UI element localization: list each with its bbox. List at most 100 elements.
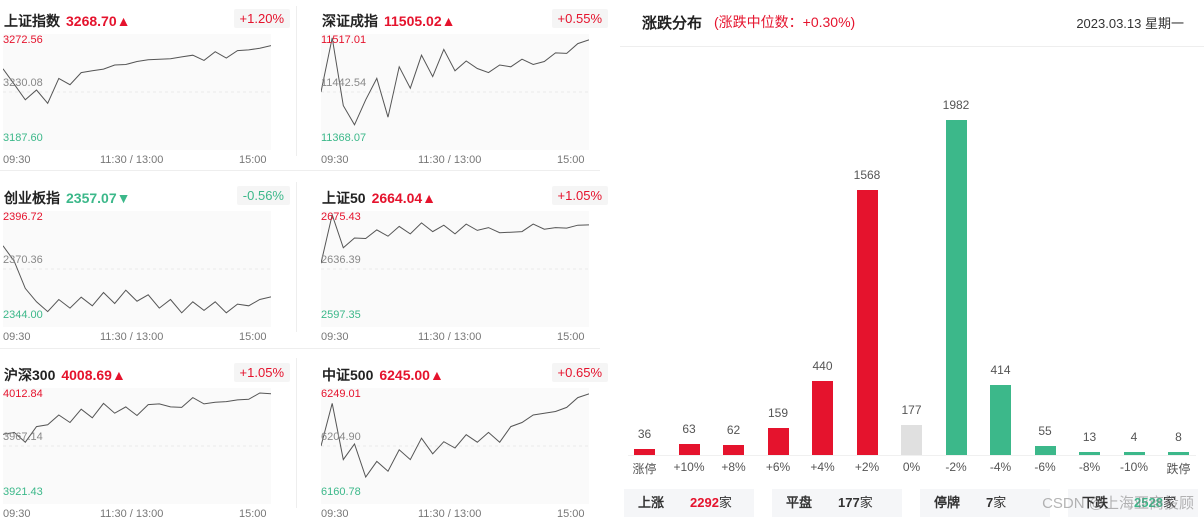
distribution-bar[interactable] [812,381,833,455]
watermark: CSDN @上海亚商投顾 [1042,495,1194,512]
bar-value-label: 36 [637,427,652,441]
index-name: 中证500 [322,367,374,383]
index-change-badge: -0.56% [236,186,290,205]
index-panel[interactable]: 上证指数 3268.70▲ +1.20% 3272.56 3230.08 3187.60 0… [0,4,290,176]
distribution-bar[interactable] [678,444,700,455]
x-end-label: 15:00 [239,331,267,343]
intraday-line-svg [3,245,271,314]
index-header: 沪深300 4008.69▲ +1.05% [4,363,290,385]
bar-value-label: 62 [726,423,741,437]
distribution-bar[interactable] [767,428,789,455]
distribution-bar[interactable] [1168,452,1189,455]
distribution-chart: 36 涨停 63 +10% 62 +8% 159 +6% 440 +4% 1568 +2% 177 0% 1… [620,60,1204,480]
summary-stat: 停牌 7家 [920,489,1050,517]
index-header: 中证500 6245.00▲ +0.65% [322,363,608,385]
x-start-label: 09:30 [3,331,31,343]
bar-value-label: 440 [812,359,833,373]
intraday-line [3,245,271,314]
bar-value-label: 177 [901,403,922,417]
intraday-line-svg [3,45,271,105]
distribution-bar[interactable] [990,385,1011,455]
summary-value: 177家 [838,495,873,510]
index-name: 深证成指 [322,13,378,29]
intraday-line-svg [321,37,589,126]
intraday-chart [321,388,589,504]
x-start-label: 09:30 [321,508,349,519]
intraday-chart [3,34,271,150]
bar-value-label: 1568 [853,168,881,182]
x-start-label: 09:30 [321,331,349,343]
x-mid-label: 11:30 / 13:00 [100,154,164,166]
summary-value: 2292家 [690,495,732,510]
index-value: 3268.70▲ [66,13,131,29]
index-panel[interactable]: 沪深300 4008.69▲ +1.05% 4012.84 3967.14 3921.43… [0,358,290,519]
x-mid-label: 11:30 / 13:00 [100,508,164,519]
distribution-panel: 涨跌分布 (涨跌中位数：+0.30%) 2023.03.13 星期一 36 涨停 6… [620,0,1204,519]
x-start-label: 09:30 [321,154,349,166]
summary-stat: 下跌 2528家 [1068,489,1198,517]
y-low-label: 3921.43 [3,486,43,498]
index-name: 上证指数 [4,13,60,29]
x-mid-label: 11:30 / 13:00 [418,331,482,343]
y-high-label: 11517.01 [321,34,367,46]
index-change-badge: +1.05% [551,186,608,205]
index-value: 6245.00▲ [379,367,444,383]
distribution-bar[interactable] [856,190,878,455]
x-end-label: 15:00 [239,508,267,519]
bar-category-label: 跌停 [1166,462,1191,476]
distribution-bar[interactable] [723,445,744,455]
summary-label: 下跌 [1082,495,1109,510]
distribution-bar[interactable] [1079,452,1100,455]
index-change-badge: +0.65% [551,363,608,382]
index-value: 2664.04▲ [371,190,437,206]
index-panel[interactable]: 深证成指 11505.02▲ +0.55% 11517.01 11442.54 11368… [318,4,608,176]
divider [0,348,600,349]
index-panel[interactable]: 中证500 6245.00▲ +0.65% 6249.01 6204.90 6160.78… [318,358,608,519]
y-mid-label: 3967.14 [3,431,43,443]
index-header: 深证成指 11505.02▲ +0.55% [322,9,608,31]
bar-value-label: 63 [682,422,696,436]
bar-category-label: +6% [765,460,791,474]
x-mid-label: 11:30 / 13:00 [100,331,164,343]
summary-label: 平盘 [786,495,813,510]
distribution-bar[interactable] [634,449,655,455]
divider [620,46,1204,47]
index-name: 上证50 [322,190,366,206]
distribution-title: 涨跌分布 [642,15,703,32]
y-mid-label: 6204.90 [321,431,361,443]
index-header: 创业板指 2357.07▼ -0.56% [4,186,290,208]
divider [296,6,297,156]
intraday-line [321,212,589,264]
index-panel[interactable]: 上证50 2664.04▲ +1.05% 2675.43 2636.39 2597.35 0… [318,181,608,353]
distribution-bar[interactable] [945,120,967,455]
bar-category-label: +8% [721,460,746,474]
bar-value-label: 55 [1038,424,1052,438]
index-header: 上证50 2664.04▲ +1.05% [322,186,608,208]
y-low-label: 6160.78 [321,486,361,498]
distribution-bar[interactable] [901,425,922,455]
y-low-label: 2344.00 [3,309,43,321]
x-start-label: 09:30 [3,508,31,519]
index-panels: 上证指数 3268.70▲ +1.20% 3272.56 3230.08 3187.60 0… [0,4,602,519]
trade-date: 2023.03.13 星期一 [1076,16,1184,31]
intraday-chart [3,211,271,327]
y-high-label: 3272.56 [3,34,43,46]
baseline [628,455,1196,456]
intraday-line-svg [3,392,271,447]
intraday-chart [321,211,589,327]
x-end-label: 15:00 [557,154,585,166]
bar-category-label: +2% [854,460,880,474]
bar-value-label: 1982 [942,98,970,112]
intraday-line [321,393,589,479]
bar-category-label: -10% [1119,460,1148,474]
bar-value-label: 159 [767,406,789,420]
x-end-label: 15:00 [557,508,585,519]
y-low-label: 2597.35 [321,309,361,321]
distribution-bar[interactable] [1123,452,1145,455]
distribution-bar[interactable] [1034,446,1056,455]
bar-category-label: +4% [810,460,835,474]
index-header: 上证指数 3268.70▲ +1.20% [4,9,290,31]
x-mid-label: 11:30 / 13:00 [418,154,482,166]
y-mid-label: 2636.39 [321,254,361,266]
index-panel[interactable]: 创业板指 2357.07▼ -0.56% 2396.72 2370.36 2344.00 0… [0,181,290,353]
